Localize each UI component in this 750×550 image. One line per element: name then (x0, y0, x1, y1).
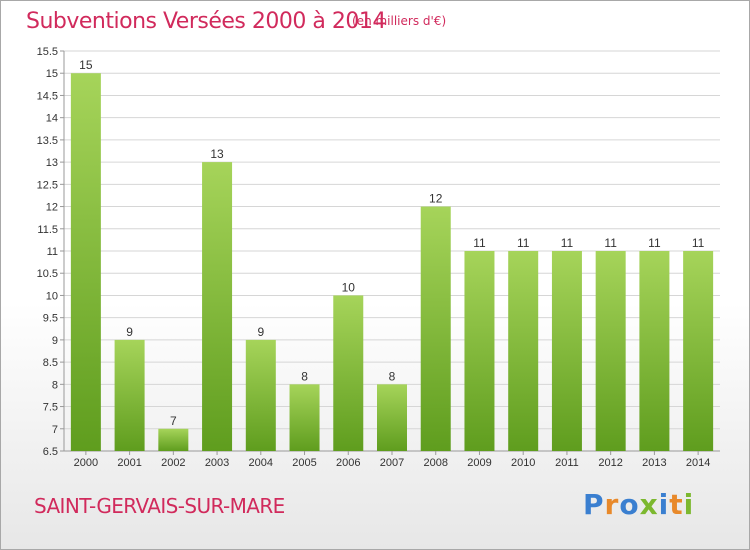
data-label: 11 (561, 236, 574, 250)
bar-2005 (289, 384, 320, 451)
bar-2003 (202, 162, 233, 451)
chart-subtitle: (en milliers d'€) (352, 14, 447, 28)
x-tick-label: 2012 (598, 457, 622, 469)
y-tick-label: 14.5 (37, 90, 58, 102)
x-tick-label: 2006 (336, 457, 360, 469)
bar-2002 (158, 428, 189, 451)
chart-title: Subventions Versées 2000 à 2014 (26, 9, 386, 34)
y-tick-label: 8.5 (43, 357, 58, 369)
logo-letter: i (658, 488, 670, 521)
data-label: 11 (692, 236, 705, 250)
location-name: SAINT-GERVAIS-SUR-MARE (34, 494, 285, 518)
data-label: 11 (473, 236, 486, 250)
bar-2006 (333, 295, 364, 451)
x-tick-label: 2005 (292, 457, 316, 469)
bar-2011 (551, 251, 582, 451)
x-tick-label: 2007 (380, 457, 404, 469)
bar-2008 (420, 206, 451, 451)
y-tick-label: 10 (46, 290, 58, 302)
logo-letter: r (604, 488, 620, 521)
y-tick-label: 10.5 (37, 268, 58, 280)
data-label: 12 (429, 192, 443, 206)
x-tick-label: 2001 (117, 457, 141, 469)
data-label: 8 (301, 369, 308, 383)
y-tick-label: 13 (46, 157, 58, 169)
x-tick-label: 2003 (205, 457, 229, 469)
y-tick-label: 7 (52, 424, 58, 436)
data-label: 11 (517, 236, 530, 250)
y-tick-label: 13.5 (37, 135, 58, 147)
bar-2012 (595, 251, 626, 451)
bars (70, 73, 714, 451)
x-tick-label: 2011 (555, 457, 579, 469)
x-tick-label: 2010 (511, 457, 535, 469)
y-tick-label: 12 (46, 202, 58, 214)
x-tick-label: 2014 (686, 457, 710, 469)
logo-letter: o (619, 488, 640, 521)
x-tick-label: 2013 (642, 457, 666, 469)
logo-letter: P (583, 488, 605, 521)
data-label: 9 (126, 325, 133, 339)
bar-2010 (508, 251, 539, 451)
y-tick-label: 9.5 (43, 313, 58, 325)
data-label: 9 (257, 325, 264, 339)
y-tick-label: 11.5 (37, 224, 58, 236)
bar-2007 (377, 384, 407, 451)
data-label: 7 (170, 414, 177, 428)
x-tick-label: 2009 (467, 457, 491, 469)
data-label: 13 (210, 147, 224, 161)
y-tick-label: 14 (46, 113, 58, 125)
logo-letter: i (683, 488, 695, 521)
data-label: 11 (648, 236, 661, 250)
y-tick-label: 8 (52, 379, 58, 391)
bar-2014 (683, 251, 714, 451)
y-tick-label: 12.5 (37, 179, 58, 191)
bar-2004 (245, 339, 276, 451)
bar-2009 (464, 251, 495, 451)
y-tick-label: 11 (47, 246, 58, 258)
bar-2001 (114, 339, 145, 451)
y-tick-label: 7.5 (43, 402, 58, 414)
x-tick-label: 2004 (249, 457, 273, 469)
labels: 6.5 7 7.5 8 8.5 9 9.5 10 10.5 11 11.5 12 12.5 13 13.5 1… (37, 46, 711, 469)
y-tick-label: 9 (52, 335, 58, 347)
data-label: 10 (342, 280, 356, 294)
logo-letter: x (639, 488, 659, 521)
bar-2000 (70, 73, 101, 451)
x-tick-label: 2002 (161, 457, 185, 469)
y-tick-label: 15.5 (37, 46, 58, 58)
x-tick-label: 2000 (74, 457, 98, 469)
brand-logo: Proxiti (583, 488, 694, 521)
data-label: 11 (604, 236, 617, 250)
y-tick-label: 6.5 (43, 446, 58, 458)
data-label: 8 (389, 369, 396, 383)
bar-2013 (639, 251, 670, 451)
data-label: 15 (79, 58, 93, 72)
y-tick-label: 15 (46, 68, 58, 80)
x-tick-label: 2008 (423, 457, 447, 469)
logo-letter: t (669, 488, 684, 521)
